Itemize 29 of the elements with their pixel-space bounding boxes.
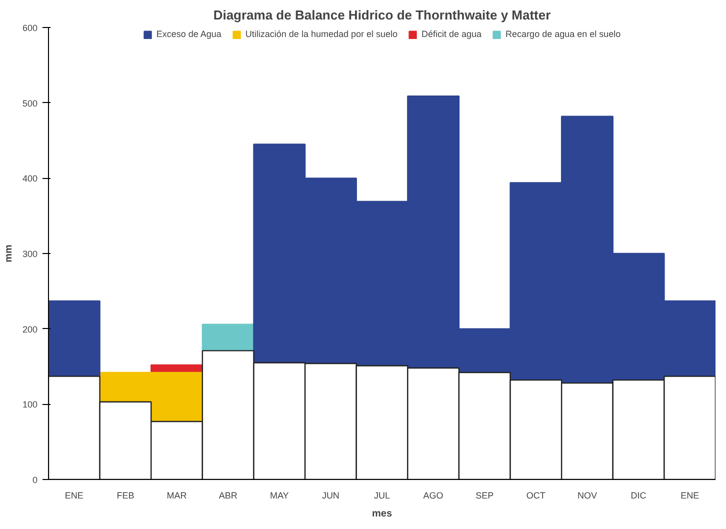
- x-tick-label: DIC: [630, 490, 647, 500]
- x-tick-label: AGO: [423, 490, 444, 500]
- x-tick-label: JUL: [374, 490, 390, 500]
- legend-label: Recargo de agua en el suelo: [506, 29, 621, 39]
- x-tick-label: MAY: [270, 490, 289, 500]
- y-tick-label: 400: [22, 174, 38, 184]
- x-tick-label: MAR: [166, 490, 188, 500]
- x-tick-label: ENE: [680, 490, 700, 500]
- y-tick-label: 600: [22, 23, 38, 33]
- x-tick-label: FEB: [116, 490, 134, 500]
- bar: [202, 324, 254, 352]
- x-tick-label: ENE: [64, 490, 84, 500]
- chart-title: Diagrama de Balance Hidrico de Thornthwaite y Matter: [213, 8, 551, 22]
- legend-label: Utilización de la humedad por el suelo: [245, 29, 398, 39]
- legend-label: Exceso de Agua: [156, 29, 222, 39]
- y-tick-label: 500: [22, 98, 38, 108]
- bar: [48, 300, 100, 377]
- x-tick-label: SEP: [476, 490, 494, 500]
- x-axis-title: mes: [372, 508, 392, 520]
- x-tick-label: NOV: [577, 490, 597, 500]
- y-tick-label: 100: [22, 400, 38, 410]
- y-tick-label: 0: [32, 475, 38, 485]
- x-tick-label: JUN: [322, 490, 340, 500]
- legend-label: Déficit de agua: [422, 29, 482, 39]
- x-tick-label: ABR: [218, 490, 238, 500]
- y-tick-label: 200: [22, 324, 38, 334]
- y-axis-title: mm: [3, 244, 14, 262]
- x-tick-label: OCT: [526, 490, 546, 500]
- y-tick-label: 300: [22, 249, 38, 259]
